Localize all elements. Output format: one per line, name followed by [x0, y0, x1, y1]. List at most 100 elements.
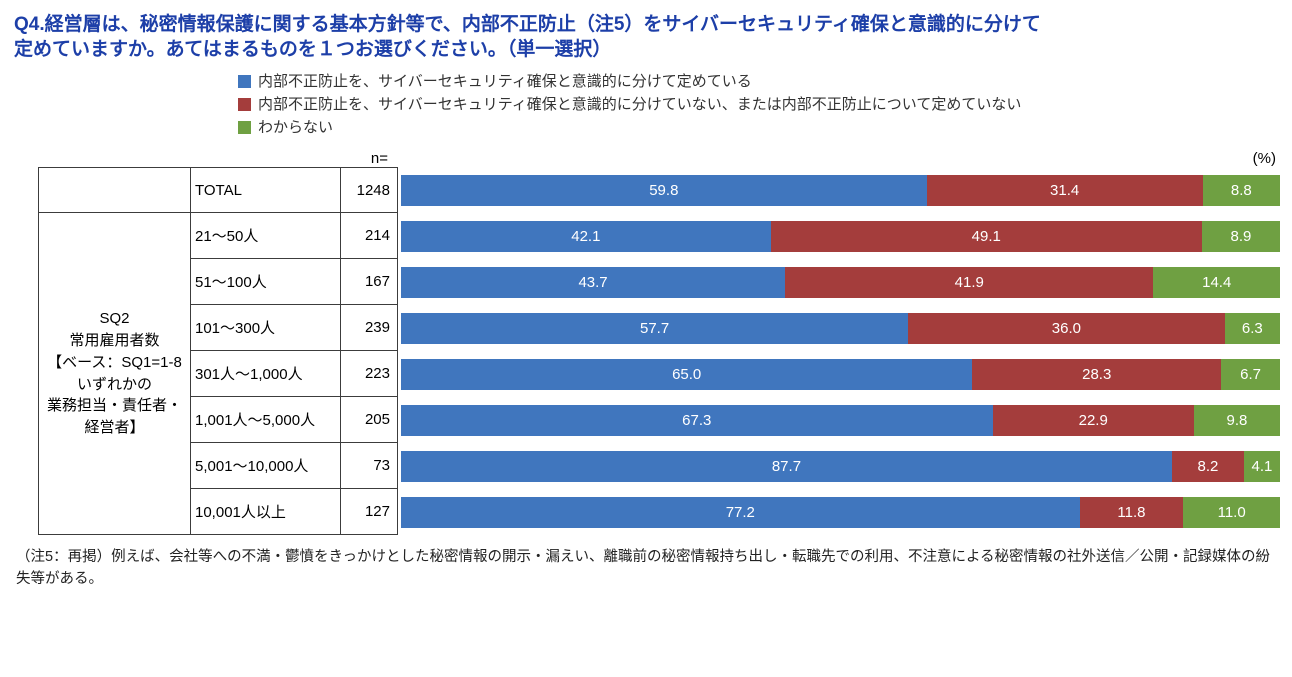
bar-segment: 31.4 [926, 174, 1203, 206]
bar-segment: 8.8 [1202, 174, 1280, 206]
stacked-bar: 42.1 49.1 8.9 [401, 220, 1280, 252]
bar-segment: 14.4 [1153, 266, 1280, 298]
legend-swatch-blue [238, 75, 251, 89]
bar-row: 42.1 49.1 8.9 [398, 213, 1280, 259]
bar-value-label: 8.2 [1197, 457, 1219, 475]
stacked-bar: 67.3 22.9 9.8 [401, 404, 1280, 436]
legend-item: 内部不正防止を、サイバーセキュリティ確保と意識的に分けていない、または内部不正防… [238, 93, 1280, 116]
bar-value-label: 9.8 [1226, 411, 1248, 429]
bar-segment: 22.9 [992, 404, 1194, 436]
bar-segment: 49.1 [770, 220, 1202, 252]
row-n-value: 239 [340, 305, 398, 352]
bar-value-label: 11.0 [1217, 503, 1246, 521]
row-n-value: 1248 [340, 167, 398, 214]
bar-row: 87.7 8.2 4.1 [398, 443, 1280, 489]
bar-segment: 9.8 [1193, 404, 1280, 436]
bar-value-label: 6.3 [1241, 319, 1263, 337]
bar-value-label: 43.7 [578, 273, 608, 291]
bar-value-label: 41.9 [954, 273, 984, 291]
n-equals-label: n= [370, 150, 388, 168]
bar-segment: 41.9 [785, 266, 1154, 298]
stacked-bar: 59.8 31.4 8.8 [401, 174, 1280, 206]
stacked-bar: 87.7 8.2 4.1 [401, 450, 1280, 482]
row-n-value: 205 [340, 397, 398, 444]
bar-value-label: 28.3 [1082, 365, 1112, 383]
bar-value-label: 6.7 [1240, 365, 1261, 383]
row-label: 51～100人 [190, 259, 340, 306]
bar-row: 59.8 31.4 8.8 [398, 167, 1280, 213]
group-label-cell: SQ2 常用雇用者数 【ベース：SQ1=1-8 いずれかの 業務担当・責任者・ … [38, 213, 190, 536]
question-title: Q4.経営層は、秘密情報保護に関する基本方針等で、内部不正防止（注5）をサイバー… [14, 12, 1280, 62]
bar-value-label: 57.7 [639, 319, 670, 337]
bar-segment: 65.0 [401, 358, 973, 390]
bar-row: 65.0 28.3 6.7 [398, 351, 1280, 397]
row-n-value: 73 [340, 443, 398, 490]
report-page: Q4.経営層は、秘密情報保護に関する基本方針等で、内部不正防止（注5）をサイバー… [14, 12, 1280, 587]
row-n-value: 214 [340, 213, 398, 260]
chart: n= (%) SQ2 常用雇用者数 【ベース：SQ1=1-8 いずれかの 業務担… [38, 141, 1280, 536]
chart-grid: SQ2 常用雇用者数 【ベース：SQ1=1-8 いずれかの 業務担当・責任者・ … [38, 167, 1280, 536]
percent-unit-label: (%) [1252, 150, 1276, 168]
bar-value-label: 31.4 [1050, 181, 1080, 199]
legend-swatch-green [238, 121, 251, 135]
legend-item: 内部不正防止を、サイバーセキュリティ確保と意識的に分けて定めている [238, 70, 1280, 93]
bar-segment: 11.8 [1079, 496, 1184, 528]
bar-segment: 4.1 [1243, 450, 1280, 482]
bar-row: 67.3 22.9 9.8 [398, 397, 1280, 443]
bar-segment: 87.7 [401, 450, 1172, 482]
stacked-bar: 43.7 41.9 14.4 [401, 266, 1280, 298]
group-spacer-cell [38, 167, 190, 214]
row-label: 301人～1,000人 [190, 351, 340, 398]
bar-segment: 6.7 [1221, 358, 1280, 390]
bar-value-label: 4.1 [1251, 457, 1273, 475]
bar-row: 77.2 11.8 11.0 [398, 489, 1280, 535]
bar-segment: 8.9 [1201, 220, 1280, 252]
row-label: 1,001人～5,000人 [190, 397, 340, 444]
bar-segment: 77.2 [401, 496, 1080, 528]
footnote: （注5：再掲）例えば、会社等への不満・鬱憤をきっかけとした秘密情報の開示・漏えい… [16, 549, 1271, 587]
bar-value-label: 49.1 [971, 227, 1001, 245]
bar-segment: 67.3 [401, 404, 993, 436]
bar-value-label: 36.0 [1051, 319, 1081, 337]
bar-segment: 59.8 [401, 174, 927, 206]
bar-value-label: 65.0 [672, 365, 702, 383]
bar-segment: 6.3 [1224, 312, 1280, 344]
bar-value-label: 87.7 [771, 457, 802, 475]
legend-item: わからない [238, 116, 1280, 139]
bar-segment: 36.0 [908, 312, 1225, 344]
row-n-value: 167 [340, 259, 398, 306]
row-label: 10,001人以上 [190, 489, 340, 536]
bar-value-label: 8.9 [1230, 227, 1252, 245]
bar-segment: 43.7 [401, 266, 786, 298]
chart-header-row: n= (%) [38, 141, 1280, 167]
row-label: TOTAL [190, 167, 340, 214]
bar-row: 57.7 36.0 6.3 [398, 305, 1280, 351]
legend-label: わからない [258, 119, 334, 137]
bar-segment: 42.1 [401, 220, 771, 252]
bar-segment: 8.2 [1171, 450, 1244, 482]
row-label: 21～50人 [190, 213, 340, 260]
legend-label: 内部不正防止を、サイバーセキュリティ確保と意識的に分けて定めている [258, 73, 752, 91]
legend: 内部不正防止を、サイバーセキュリティ確保と意識的に分けて定めている 内部不正防止… [238, 70, 1280, 139]
row-label: 101～300人 [190, 305, 340, 352]
bar-segment: 11.0 [1183, 496, 1280, 528]
bar-value-label: 8.8 [1230, 181, 1252, 199]
bar-segment: 28.3 [972, 358, 1222, 390]
bar-value-label: 22.9 [1078, 411, 1108, 429]
stacked-bar: 77.2 11.8 11.0 [401, 496, 1280, 528]
row-n-value: 127 [340, 489, 398, 536]
legend-label: 内部不正防止を、サイバーセキュリティ確保と意識的に分けていない、または内部不正防… [258, 96, 1022, 114]
stacked-bar: 57.7 36.0 6.3 [401, 312, 1280, 344]
row-label: 5,001～10,000人 [190, 443, 340, 490]
row-n-value: 223 [340, 351, 398, 398]
bar-value-label: 42.1 [571, 227, 601, 245]
bar-value-label: 67.3 [682, 411, 712, 429]
bar-value-label: 14.4 [1202, 273, 1232, 291]
bar-value-label: 77.2 [725, 503, 755, 521]
bar-row: 43.7 41.9 14.4 [398, 259, 1280, 305]
bar-value-label: 11.8 [1117, 503, 1146, 521]
bar-value-label: 59.8 [649, 181, 679, 199]
bar-segment: 57.7 [401, 312, 909, 344]
legend-swatch-red [238, 98, 251, 112]
stacked-bar: 65.0 28.3 6.7 [401, 358, 1280, 390]
